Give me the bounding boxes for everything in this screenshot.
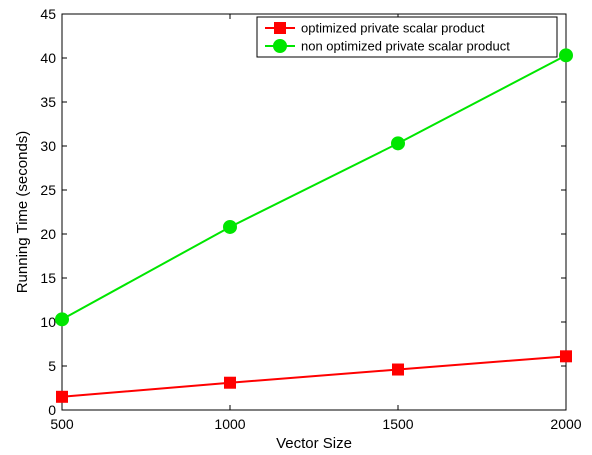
data-point-circle (560, 49, 573, 62)
data-point-circle (392, 137, 405, 150)
legend: optimized private scalar product non opti… (257, 17, 557, 57)
x-axis-label: Vector Size (276, 435, 352, 452)
x-tick-label: 1000 (214, 416, 245, 432)
data-point-square (393, 364, 404, 375)
data-point-square (225, 377, 236, 388)
y-tick-label: 20 (40, 226, 56, 242)
legend-marker (275, 23, 286, 34)
legend-label: non optimized private scalar product (301, 39, 510, 54)
y-tick-label: 25 (40, 182, 56, 198)
y-tick-label: 30 (40, 138, 56, 154)
y-tick-label: 0 (48, 402, 56, 418)
data-point-square (561, 351, 572, 362)
y-tick-label: 10 (40, 314, 56, 330)
x-tick-label: 2000 (550, 416, 581, 432)
x-tick-label: 1500 (382, 416, 413, 432)
plot-area (62, 14, 566, 410)
y-tick-label: 15 (40, 270, 56, 286)
y-tick-label: 45 (40, 6, 56, 22)
y-tick-label: 40 (40, 50, 56, 66)
legend-marker (274, 40, 287, 53)
data-point-circle (56, 313, 69, 326)
legend-label: optimized private scalar product (301, 21, 485, 36)
x-tick-label: 500 (50, 416, 74, 432)
data-point-circle (224, 220, 237, 233)
y-tick-label: 5 (48, 358, 56, 374)
legend-entry: non optimized private scalar product (265, 39, 510, 54)
data-point-square (57, 391, 68, 402)
y-axis-label: Running Time (seconds) (14, 131, 31, 294)
y-tick-label: 35 (40, 94, 56, 110)
